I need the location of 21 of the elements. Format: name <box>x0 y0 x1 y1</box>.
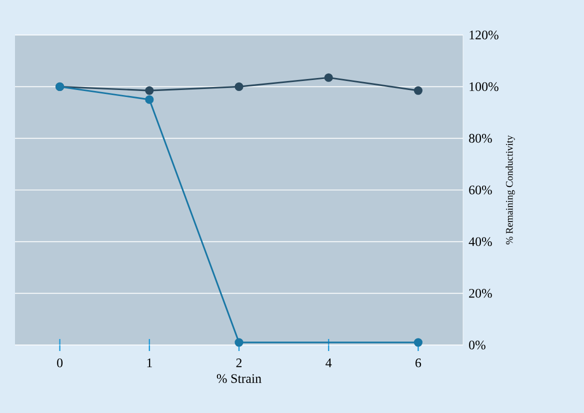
y-tick-label: 100% <box>470 82 498 92</box>
x-tick-label: 4 <box>326 358 332 368</box>
y-tick-label: 60% <box>469 186 492 194</box>
y-tick-label: 20% <box>469 288 492 298</box>
point <box>234 338 244 347</box>
point <box>324 73 333 82</box>
point <box>234 82 244 91</box>
point <box>414 86 423 95</box>
y-tick-label: 0% <box>469 340 486 350</box>
y-tick-label: 80% <box>469 134 492 143</box>
point <box>145 86 154 95</box>
point <box>414 338 423 347</box>
x-tick-label: 6 <box>416 358 422 368</box>
x-tick-label: 0 <box>57 358 63 368</box>
y-tick-label: 120% <box>470 30 498 40</box>
x-axis-title: % Strain <box>216 374 262 383</box>
x-tick-label: 2 <box>236 358 242 368</box>
y-tick-label: 40% <box>468 237 492 246</box>
point <box>145 95 154 104</box>
x-tick-label: 1 <box>147 358 152 368</box>
y-axis-title: % Remaining Conductivity <box>506 135 515 244</box>
